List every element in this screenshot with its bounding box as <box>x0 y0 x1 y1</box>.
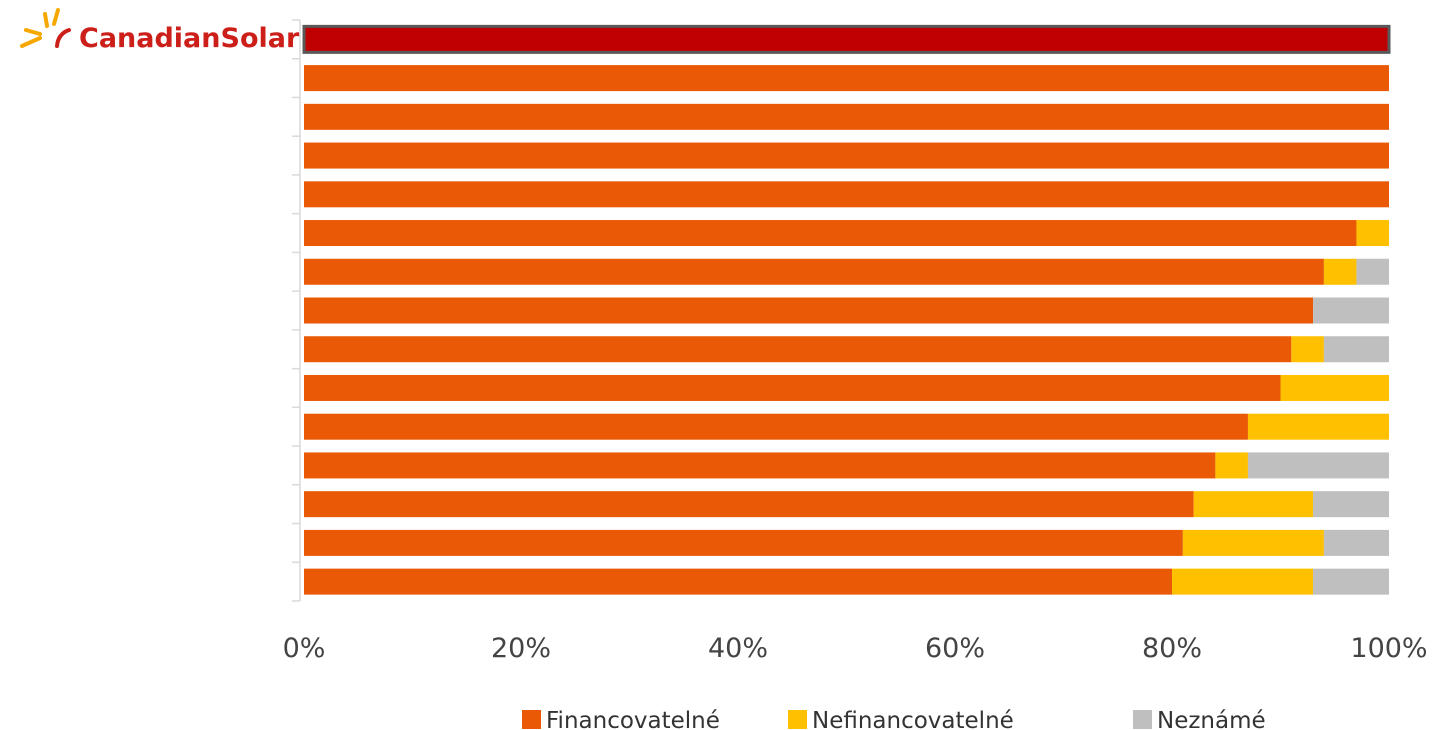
x-tick-label: 100% <box>1350 633 1427 664</box>
x-tick-label: 0% <box>283 633 326 664</box>
bar-segment-series3-row-15 <box>1313 568 1389 595</box>
bar-segment-series1-row-9 <box>304 336 1292 363</box>
x-tick-label: 40% <box>708 633 768 664</box>
legend-swatch-3 <box>1133 710 1152 729</box>
legend-label-2: Nefinancovatelné <box>812 708 1014 730</box>
bar-segment-series1-row-7 <box>304 258 1324 285</box>
bar-segment-series1-row-13 <box>304 491 1194 518</box>
x-tick-label: 80% <box>1142 633 1202 664</box>
bar-segment-series1-row-3 <box>304 103 1389 130</box>
bar-segment-series1-row-6 <box>304 220 1357 247</box>
bar-segment-series1-row-5 <box>304 181 1389 208</box>
bar-segment-series3-row-7 <box>1356 258 1389 285</box>
bar-segment-series2-row-7 <box>1323 258 1357 285</box>
bar-segment-series1-row-10 <box>304 374 1281 401</box>
bar-segment-series2-row-14 <box>1182 529 1324 556</box>
bar-segment-series2-row-15 <box>1172 568 1314 595</box>
bar-segment-series2-row-13 <box>1193 491 1314 518</box>
bar-segment-series3-row-12 <box>1247 452 1389 479</box>
legend-swatch-1 <box>522 710 541 729</box>
legend-label-3: Neznámé <box>1157 708 1266 730</box>
sun-icon <box>20 8 71 48</box>
bar-segment-series1-row-8 <box>304 297 1314 324</box>
bar-segment-series2-row-12 <box>1215 452 1248 479</box>
bar-segment-series2-row-11 <box>1247 413 1389 440</box>
canadian-solar-logo: CanadianSolar <box>20 8 300 54</box>
legend-label-1: Financovatelné <box>546 708 720 730</box>
bar-segment-series2-row-6 <box>1356 220 1389 247</box>
bar-segment-series3-row-13 <box>1313 491 1389 518</box>
bar-segment-series1-row-2 <box>304 65 1389 92</box>
x-tick-label: 20% <box>491 633 551 664</box>
x-tick-label: 60% <box>925 633 985 664</box>
bar-segment-series1-row-14 <box>304 529 1183 556</box>
y-axis <box>292 19 301 602</box>
bar-segment-series1-row-4 <box>304 142 1389 169</box>
bar-segment-series3-row-9 <box>1323 336 1389 363</box>
bar-segment-series3-row-14 <box>1323 529 1389 556</box>
legend: Financovatelné Nefinancovatelné Neznámé <box>522 708 1266 730</box>
bar-segment-series1-row-15 <box>304 568 1172 595</box>
bar-segment-series3-row-8 <box>1313 297 1389 324</box>
bar-segment-series1-row-11 <box>304 413 1248 440</box>
bar-highlight-row-1 <box>302 24 1391 54</box>
bar-segment-series2-row-10 <box>1280 374 1389 401</box>
logo-text: CanadianSolar <box>79 23 300 54</box>
bars-group <box>302 24 1391 595</box>
bar-segment-series2-row-9 <box>1291 336 1324 363</box>
legend-swatch-2 <box>788 710 807 729</box>
x-axis-tick-labels: 0% 20% 40% 60% 80% 100% <box>283 633 1428 664</box>
bar-segment-series1-row-12 <box>304 452 1216 479</box>
